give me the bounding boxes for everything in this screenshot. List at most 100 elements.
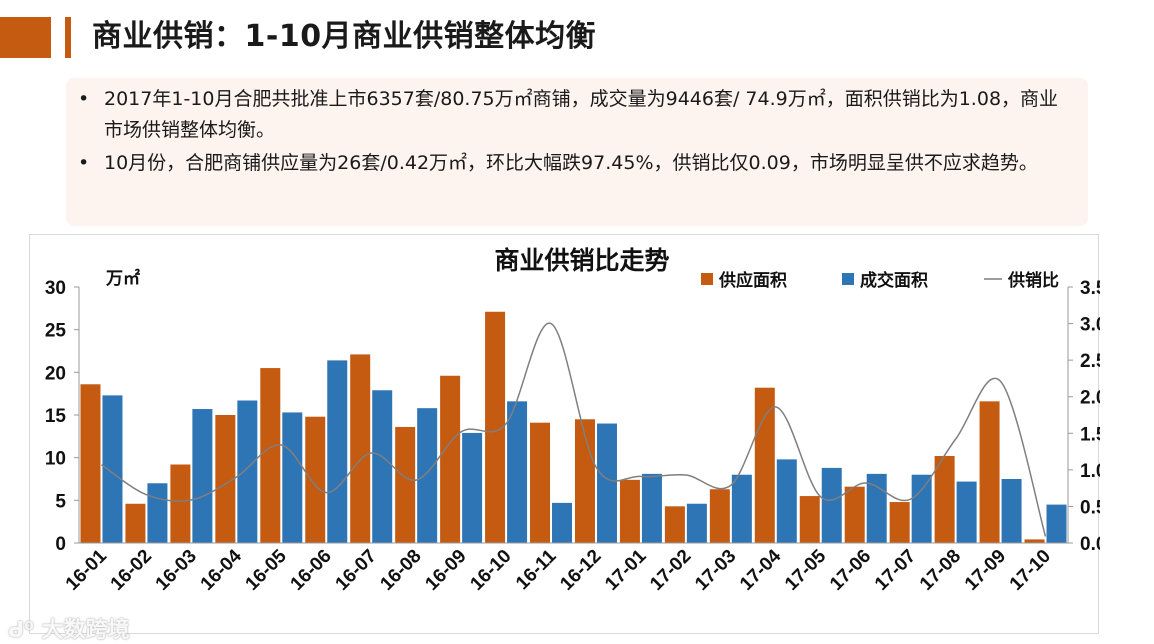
bar-supply bbox=[709, 489, 730, 543]
bar-supply bbox=[889, 502, 910, 543]
summary-text: 2017年1-10月合肥共批准上市6357套/80.75万㎡商铺，成交量为944… bbox=[104, 88, 1059, 141]
y-right-tick-label: 3.0 bbox=[1080, 315, 1100, 336]
bar-sales bbox=[641, 473, 662, 543]
summary-box: • 2017年1-10月合肥共批准上市6357套/80.75万㎡商铺，成交量为9… bbox=[66, 78, 1088, 226]
x-tick-label: 17-05 bbox=[781, 545, 831, 595]
bar-sales bbox=[552, 502, 573, 543]
x-tick-label: 17-07 bbox=[871, 546, 920, 595]
bullet-icon: • bbox=[78, 152, 90, 174]
x-tick-label: 16-02 bbox=[107, 546, 156, 595]
bar-sales bbox=[237, 400, 258, 543]
bar-sales bbox=[596, 423, 617, 543]
bar-sales bbox=[417, 408, 438, 543]
x-tick-label: 16-06 bbox=[287, 546, 336, 595]
bar-sales bbox=[147, 483, 168, 543]
watermark-text: 大数跨境 bbox=[41, 618, 130, 643]
bar-supply bbox=[350, 354, 371, 543]
bar-supply bbox=[80, 384, 101, 543]
bar-sales bbox=[102, 395, 123, 543]
title-accent-block bbox=[0, 17, 51, 58]
bar-supply bbox=[664, 506, 685, 543]
y-left-tick-label: 10 bbox=[45, 449, 66, 470]
legend-label-supply: 供应面积 bbox=[718, 270, 787, 290]
bar-sales bbox=[821, 467, 842, 543]
bar-supply bbox=[170, 464, 191, 543]
x-tick-label: 17-09 bbox=[961, 546, 1010, 595]
bar-supply bbox=[754, 387, 775, 543]
summary-item: • 10月份，合肥商铺供应量为26套/0.42万㎡，环比大幅跌97.45%，供销… bbox=[76, 148, 1074, 179]
bar-sales bbox=[327, 360, 348, 543]
legend-swatch-supply bbox=[701, 273, 713, 285]
summary-item: • 2017年1-10月合肥共批准上市6357套/80.75万㎡商铺，成交量为9… bbox=[76, 84, 1074, 146]
y-left-tick-label: 15 bbox=[45, 406, 67, 427]
x-tick-label: 17-10 bbox=[1006, 546, 1055, 595]
x-tick-label: 17-06 bbox=[826, 546, 875, 595]
legend-label-sales: 成交面积 bbox=[860, 270, 928, 290]
bar-sales bbox=[507, 401, 528, 543]
watermark: ᑯ⁰ 大数跨境 bbox=[8, 612, 130, 644]
x-tick-label: 16-05 bbox=[242, 545, 292, 595]
x-tick-label: 17-01 bbox=[601, 545, 651, 595]
bar-supply bbox=[530, 422, 551, 543]
x-tick-label: 16-07 bbox=[332, 546, 381, 595]
y-left-tick-label: 0 bbox=[55, 534, 66, 555]
bar-supply bbox=[799, 496, 820, 543]
bar-supply bbox=[305, 416, 326, 543]
bar-supply bbox=[619, 479, 640, 543]
x-tick-label: 16-12 bbox=[556, 546, 605, 595]
summary-text: 10月份，合肥商铺供应量为26套/0.42万㎡，环比大幅跌97.45%，供销比仅… bbox=[104, 152, 1038, 174]
y-left-tick-label: 5 bbox=[55, 491, 66, 512]
bar-sales bbox=[686, 503, 707, 543]
bar-sales bbox=[282, 412, 303, 543]
x-tick-label: 16-01 bbox=[62, 545, 112, 595]
bar-supply bbox=[934, 455, 955, 543]
y-right-tick-label: 1.0 bbox=[1080, 461, 1100, 482]
bar-sales bbox=[1001, 479, 1022, 543]
bar-supply bbox=[979, 401, 1000, 543]
x-tick-label: 16-03 bbox=[152, 546, 201, 595]
bar-sales bbox=[192, 409, 213, 543]
y-left-tick-label: 20 bbox=[45, 363, 66, 384]
bar-sales bbox=[956, 481, 977, 543]
bar-supply bbox=[125, 503, 146, 543]
x-tick-label: 16-09 bbox=[421, 546, 470, 595]
x-tick-label: 16-11 bbox=[512, 545, 561, 594]
ratio-line bbox=[101, 322, 1047, 537]
y-right-tick-label: 1.5 bbox=[1080, 424, 1100, 445]
x-tick-label: 17-02 bbox=[646, 546, 695, 595]
bar-supply bbox=[260, 368, 281, 543]
legend-swatch-sales bbox=[842, 273, 854, 285]
chart-title: 商业供销比走势 bbox=[494, 246, 669, 275]
x-tick-label: 16-04 bbox=[197, 545, 247, 595]
y-right-tick-label: 0.5 bbox=[1080, 497, 1100, 518]
bar-supply bbox=[485, 311, 506, 543]
bar-supply bbox=[215, 415, 236, 543]
bar-sales bbox=[911, 474, 932, 543]
bar-sales bbox=[462, 432, 483, 543]
legend-label-ratio: 供销比 bbox=[1007, 270, 1059, 290]
y-right-tick-label: 2.5 bbox=[1080, 351, 1100, 372]
x-tick-label: 17-08 bbox=[916, 546, 965, 595]
bar-sales bbox=[731, 474, 752, 543]
bar-sales bbox=[1046, 504, 1067, 543]
bar-supply bbox=[395, 426, 416, 543]
bar-sales bbox=[776, 459, 797, 543]
y-axis-unit-label: 万㎡ bbox=[105, 268, 140, 288]
page-title: 商业供销：1-10月商业供销整体均衡 bbox=[92, 19, 597, 54]
y-right-tick-label: 0.0 bbox=[1080, 534, 1100, 555]
title-accent-bar bbox=[65, 17, 71, 58]
y-right-tick-label: 2.0 bbox=[1080, 388, 1100, 409]
x-tick-label: 16-10 bbox=[466, 546, 515, 595]
bar-supply bbox=[1024, 539, 1045, 543]
x-tick-label: 16-08 bbox=[376, 546, 425, 595]
x-tick-label: 17-04 bbox=[736, 545, 786, 595]
y-left-tick-label: 25 bbox=[45, 321, 67, 342]
bar-supply bbox=[440, 375, 461, 543]
y-left-tick-label: 30 bbox=[45, 278, 66, 299]
x-tick-label: 17-03 bbox=[691, 546, 740, 595]
watermark-logo-icon: ᑯ⁰ bbox=[8, 618, 34, 643]
bar-supply bbox=[844, 486, 865, 543]
bar-sales bbox=[866, 473, 887, 543]
